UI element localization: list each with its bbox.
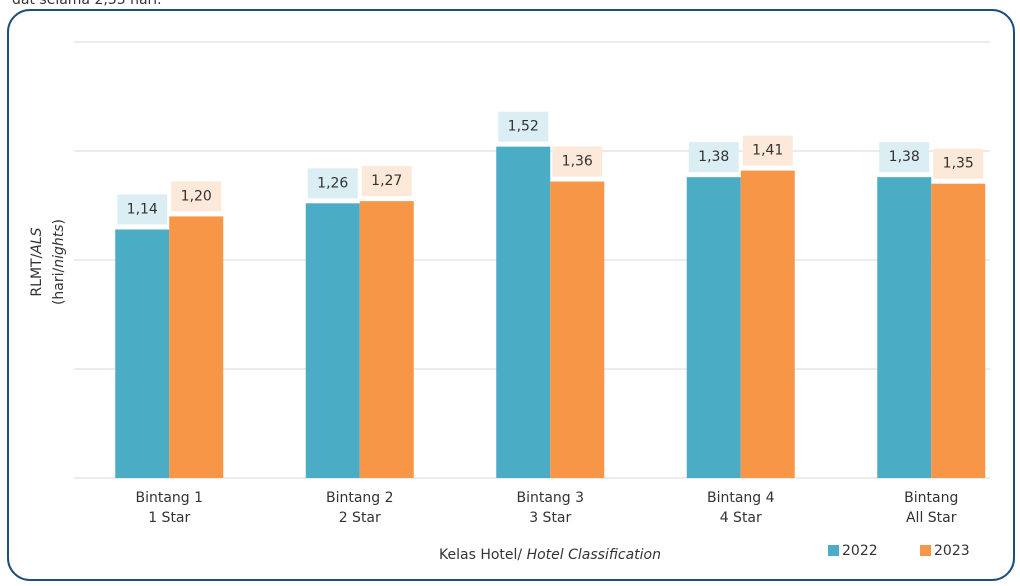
bar <box>740 170 795 478</box>
x-axis-title: Kelas Hotel/ Hotel Classification <box>439 547 661 563</box>
bar <box>931 183 986 478</box>
chart-frame <box>7 9 1015 581</box>
x-tick-label: 3 Star <box>529 510 571 526</box>
text: nights <box>51 224 67 267</box>
x-tick-label: Bintang 4 <box>707 490 775 506</box>
value-label-bg <box>552 146 603 177</box>
value-label: 1,14 <box>127 201 158 217</box>
value-label: 1,27 <box>371 173 402 189</box>
legend-swatch <box>828 545 839 556</box>
text: Kelas Hotel/ <box>439 547 527 563</box>
value-label-bg <box>171 181 222 212</box>
value-label: 1,26 <box>317 175 348 191</box>
value-label-bg <box>742 135 793 166</box>
text: Hotel Classification <box>527 547 661 563</box>
text: RLMT/ <box>29 253 45 296</box>
text: ) <box>51 219 67 224</box>
value-label: 1,41 <box>752 143 783 159</box>
text: ALS <box>29 227 45 254</box>
legend-swatch <box>920 545 931 556</box>
x-tick-label: 2 Star <box>339 510 381 526</box>
value-label: 1,35 <box>943 156 974 172</box>
value-label-bg <box>117 194 168 225</box>
bar <box>496 146 551 478</box>
legend-label: 2023 <box>934 543 970 559</box>
value-label-bg <box>498 111 549 142</box>
x-tick-label: Bintang 1 <box>135 490 203 506</box>
bar <box>877 177 932 478</box>
x-tick-label: 1 Star <box>148 510 190 526</box>
value-label: 1,38 <box>889 149 920 165</box>
bar <box>686 177 741 478</box>
bar <box>550 181 605 478</box>
value-label-bg <box>307 168 358 199</box>
value-label: 1,36 <box>562 154 593 170</box>
value-label-bg <box>879 142 930 173</box>
value-label: 1,20 <box>181 188 212 204</box>
x-tick-label: 4 Star <box>720 510 762 526</box>
bar <box>115 229 170 478</box>
value-label-bg <box>688 142 739 173</box>
x-tick-label: All Star <box>906 510 957 526</box>
x-tick-label: Bintang 2 <box>326 490 394 506</box>
value-label: 1,52 <box>508 119 539 135</box>
caption-fragment: dat selama 2,35 hari. <box>12 0 162 8</box>
bar <box>169 216 224 478</box>
value-label-bg <box>933 148 984 179</box>
value-label-bg <box>361 166 412 197</box>
y-axis-title-line: RLMT/ALS <box>29 227 45 296</box>
text: (hari/ <box>51 267 67 305</box>
bar <box>359 201 414 478</box>
bar <box>305 203 360 478</box>
value-label: 1,38 <box>698 149 729 165</box>
y-axis-title: RLMT/ALS (hari/nights) <box>29 219 67 305</box>
y-axis-title-line: (hari/nights) <box>51 219 67 305</box>
x-tick-label: Bintang <box>904 490 958 506</box>
x-tick-label: Bintang 3 <box>516 490 584 506</box>
legend-label: 2022 <box>842 543 878 559</box>
